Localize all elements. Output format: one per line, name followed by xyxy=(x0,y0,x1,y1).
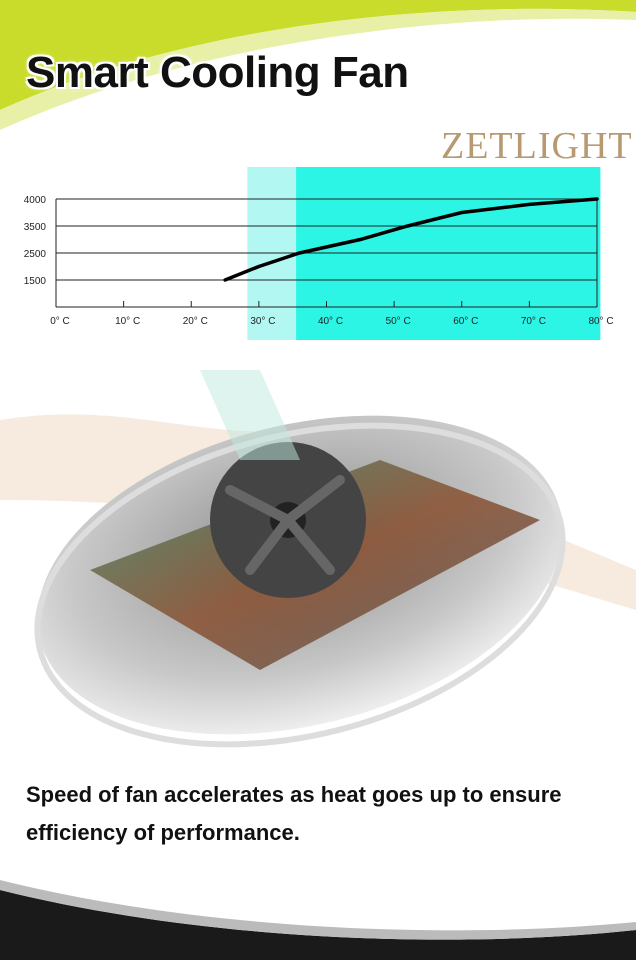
x-tick-label: 70° C xyxy=(521,316,546,327)
x-tick-label: 0° C xyxy=(50,316,70,327)
fan-speed-chart: 4000 3500 2500 1500 0° C 10° C 20° C 30° C 40° C… xyxy=(24,167,614,340)
brand-logo: ZETLIGHT xyxy=(441,125,633,167)
y-tick-label: 4000 xyxy=(24,195,47,206)
x-tick-label: 30° C xyxy=(250,316,275,327)
y-tick-label: 2500 xyxy=(24,249,47,260)
y-tick-label: 3500 xyxy=(24,222,47,233)
caption-text: Speed of fan accelerates as heat goes up… xyxy=(26,782,562,845)
x-tick-label: 10° C xyxy=(115,316,140,327)
product-image xyxy=(0,370,636,748)
page-title: Smart Cooling Fan xyxy=(26,48,409,97)
x-tick-label: 20° C xyxy=(183,316,208,327)
x-tick-label: 80° C xyxy=(588,316,613,327)
x-tick-label: 40° C xyxy=(318,316,343,327)
footer-swoosh xyxy=(0,880,636,960)
y-tick-label: 1500 xyxy=(24,276,47,287)
header-swoosh xyxy=(0,0,636,130)
x-tick-label: 60° C xyxy=(453,316,478,327)
x-tick-label: 50° C xyxy=(386,316,411,327)
